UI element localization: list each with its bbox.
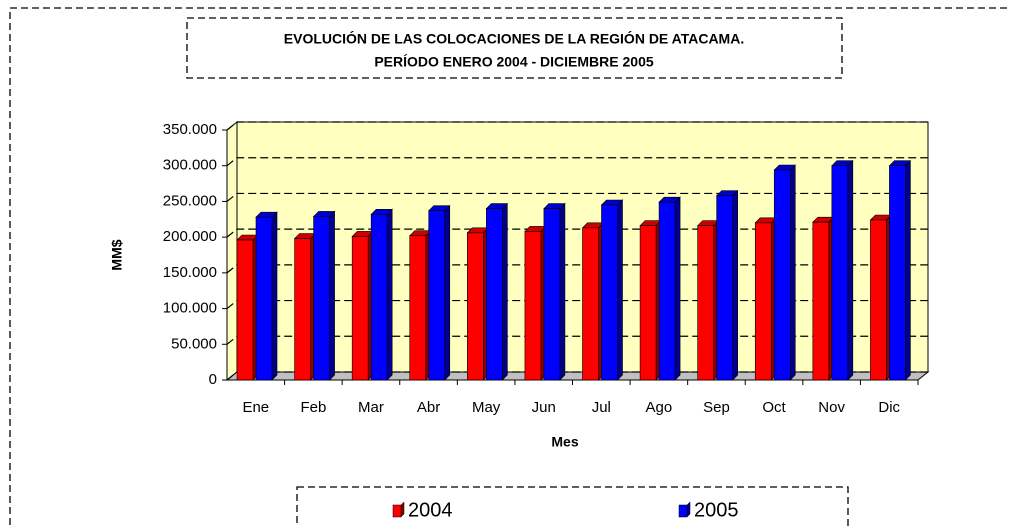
bar	[639, 225, 657, 381]
y-tick-label: 100.000	[163, 300, 217, 317]
bar	[486, 208, 503, 381]
legend-label: 2005	[694, 499, 739, 521]
bar-side	[674, 196, 681, 381]
bar	[773, 169, 791, 381]
bar	[255, 216, 273, 381]
bar-side	[502, 202, 508, 381]
bar	[697, 225, 714, 381]
bar	[294, 238, 311, 381]
bar	[370, 213, 388, 381]
bar	[658, 201, 676, 381]
bar-group	[428, 204, 451, 381]
bar-group	[312, 210, 336, 381]
bar-group	[255, 211, 278, 381]
y-tick-label: 0	[209, 371, 217, 388]
bar	[236, 239, 254, 381]
y-tick-label: 200.000	[163, 228, 217, 245]
bar-group	[524, 225, 547, 381]
legend-swatch	[392, 504, 402, 518]
bar-group	[370, 208, 393, 381]
x-axis-label: Mes	[551, 434, 578, 450]
bar	[428, 210, 446, 381]
bar	[601, 204, 618, 381]
bar-side	[329, 210, 335, 381]
bar-group	[409, 229, 432, 381]
y-tick-label: 50.000	[171, 335, 217, 352]
bar-side	[271, 211, 278, 381]
x-tick-label: Ago	[646, 399, 673, 416]
x-tick-label: Feb	[300, 399, 326, 416]
bar	[889, 165, 906, 381]
y-axis-label: MM$	[109, 239, 125, 270]
bar-group	[888, 159, 912, 381]
bar-group	[754, 217, 777, 381]
side-wall	[226, 120, 238, 382]
bar	[524, 231, 542, 381]
bar-group	[773, 164, 796, 381]
bar	[870, 219, 887, 381]
bar	[409, 235, 427, 381]
y-tick-label: 150.000	[163, 264, 217, 281]
bar-group	[812, 216, 835, 381]
bar-group	[466, 227, 490, 381]
bar-group	[293, 232, 317, 381]
bar-group	[658, 196, 681, 381]
bar-group	[696, 219, 720, 381]
y-tick-label: 300.000	[163, 157, 217, 174]
bar-group	[543, 202, 566, 381]
chart-title: EVOLUCIÓN DE LAS COLOCACIONES DE LA REGI…	[284, 30, 744, 47]
chart-subtitle: PERÍODO ENERO 2004 - DICIEMBRE 2005	[374, 54, 654, 70]
x-tick-label: Mar	[358, 399, 384, 416]
bar-group	[236, 234, 259, 381]
bar-group	[639, 219, 662, 381]
bar-side	[444, 204, 451, 381]
x-tick-label: Jun	[532, 399, 556, 416]
bar	[716, 195, 733, 381]
legend-swatch-side	[686, 501, 691, 518]
bar	[467, 232, 484, 381]
grid-line	[226, 121, 928, 131]
bar	[582, 227, 599, 381]
bar-group	[351, 230, 374, 381]
y-tick-label: 350.000	[163, 121, 217, 138]
bar	[543, 208, 561, 381]
x-tick-label: Ene	[242, 399, 269, 416]
x-tick-label: Abr	[417, 399, 440, 416]
bar-side	[386, 208, 393, 381]
bar	[812, 221, 830, 381]
legend-swatch	[678, 504, 688, 518]
x-tick-label: Dic	[878, 399, 900, 416]
legend-box	[296, 486, 849, 526]
grid-line	[226, 157, 928, 167]
x-tick-label: Jul	[592, 399, 611, 416]
x-tick-label: May	[472, 399, 501, 416]
bar-group	[600, 199, 624, 381]
bar-side	[617, 199, 623, 381]
bar	[754, 222, 772, 381]
bar-side	[789, 164, 796, 381]
title-box	[186, 17, 843, 79]
bar	[313, 216, 330, 381]
bar-group	[869, 214, 893, 381]
x-tick-label: Nov	[818, 399, 845, 416]
bar-side	[847, 159, 854, 381]
x-tick-label: Sep	[703, 399, 730, 416]
bar-group	[485, 202, 509, 381]
x-tick-label: Oct	[762, 399, 786, 416]
bar-group	[581, 222, 605, 381]
legend-swatch-side	[400, 501, 405, 518]
bar-group	[831, 159, 854, 381]
grid-line	[226, 192, 928, 202]
bar	[351, 236, 369, 381]
bar-side	[559, 202, 566, 381]
bar-side	[905, 159, 911, 381]
bar-group	[715, 189, 739, 381]
y-tick-label: 250.000	[163, 192, 217, 209]
bar-side	[732, 189, 738, 381]
bar	[831, 165, 849, 381]
legend-label: 2004	[408, 499, 453, 521]
